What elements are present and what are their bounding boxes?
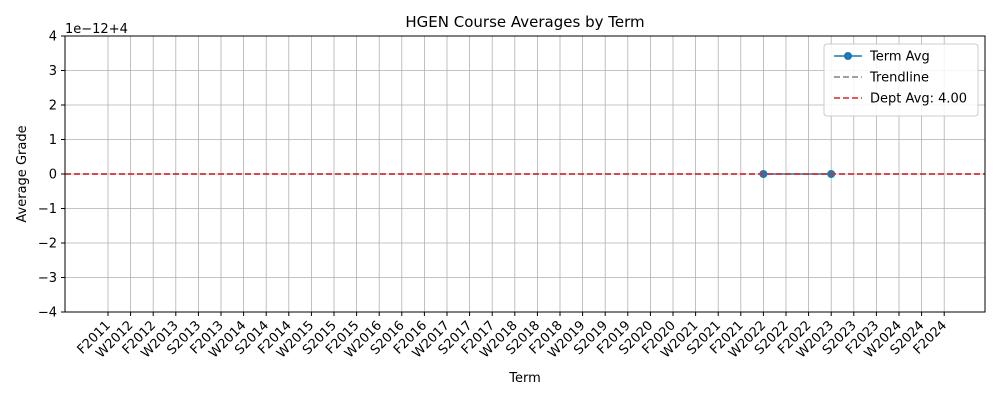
y-tick-label: 0: [49, 168, 57, 183]
x-axis-label: Term: [508, 371, 541, 386]
legend-label: Dept Avg: 4.00: [870, 92, 967, 107]
legend-box: [823, 43, 979, 117]
x-axis: F2011W2012F2012W2013S2013F2013W2014S2014…: [75, 312, 950, 361]
chart-title: HGEN Course Averages by Term: [405, 13, 644, 31]
y-tick-label: 3: [49, 64, 57, 79]
legend-marker: [844, 52, 852, 60]
y-tick-label: 4: [49, 30, 57, 45]
y-axis: −4 −3 −2 −1 0 1 2 3 4: [38, 30, 65, 321]
y-axis-label: Average Grade: [15, 125, 30, 222]
legend-label: Trendline: [869, 71, 929, 86]
y-tick-label: −1: [38, 202, 57, 217]
legend: Term Avg Trendline Dept Avg: 4.00: [823, 43, 979, 117]
series-layer: [65, 170, 985, 178]
y-offset-text: 1e−12+4: [65, 22, 128, 37]
y-tick-label: 1: [49, 133, 57, 148]
y-tick-label: −2: [38, 237, 57, 252]
legend-label: Term Avg: [869, 50, 930, 65]
y-tick-label: −3: [38, 271, 57, 286]
y-tick-label: 2: [49, 99, 57, 114]
y-tick-label: −4: [38, 306, 57, 321]
